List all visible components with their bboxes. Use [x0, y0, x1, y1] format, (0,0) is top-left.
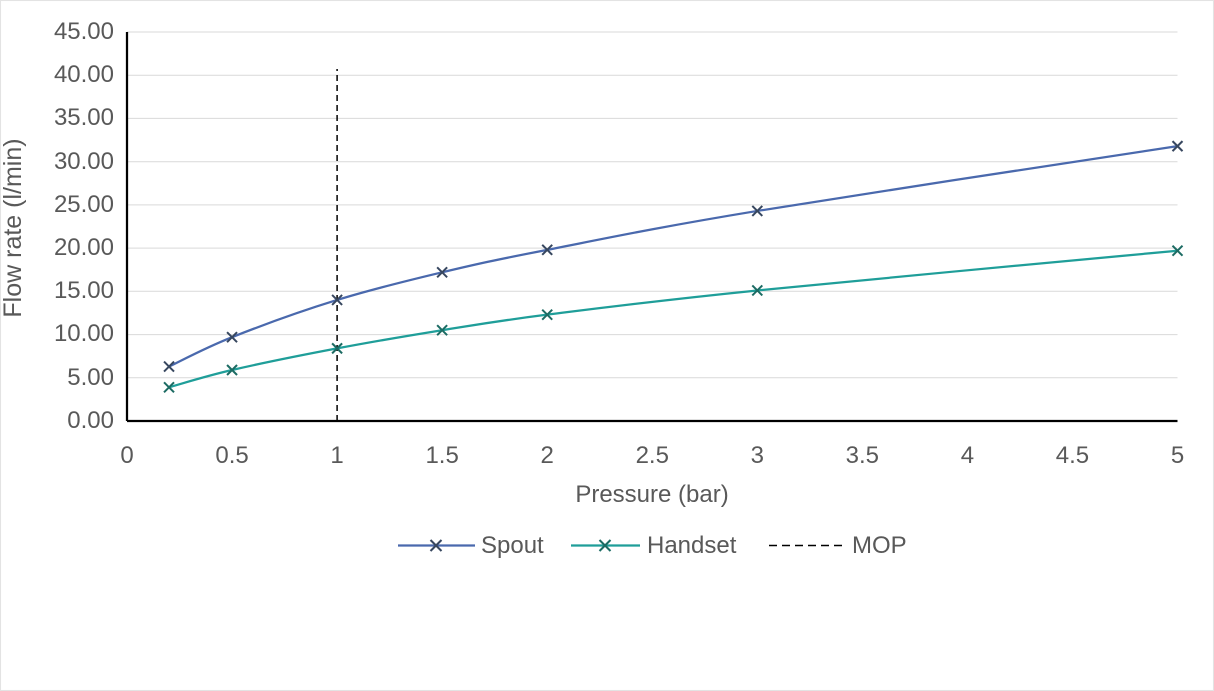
- svg-text:4: 4: [961, 442, 974, 469]
- svg-text:0: 0: [120, 442, 133, 469]
- svg-text:2.5: 2.5: [636, 442, 669, 469]
- svg-text:30.00: 30.00: [54, 148, 114, 175]
- svg-text:5: 5: [1171, 442, 1184, 469]
- svg-text:10.00: 10.00: [54, 320, 114, 347]
- svg-text:1: 1: [330, 442, 343, 469]
- svg-text:15.00: 15.00: [54, 277, 114, 304]
- svg-text:3.5: 3.5: [846, 442, 879, 469]
- svg-text:3: 3: [751, 442, 764, 469]
- svg-text:Handset: Handset: [647, 532, 737, 559]
- svg-text:1.5: 1.5: [425, 442, 458, 469]
- svg-text:Pressure (bar): Pressure (bar): [575, 481, 728, 508]
- svg-text:4.5: 4.5: [1056, 442, 1089, 469]
- svg-text:5.00: 5.00: [67, 364, 114, 391]
- svg-text:20.00: 20.00: [54, 234, 114, 261]
- svg-text:0.5: 0.5: [215, 442, 248, 469]
- svg-text:0.00: 0.00: [67, 407, 114, 434]
- svg-text:Spout: Spout: [481, 532, 544, 559]
- svg-text:45.00: 45.00: [54, 18, 114, 45]
- svg-text:2: 2: [541, 442, 554, 469]
- svg-text:Flow rate (l/min): Flow rate (l/min): [0, 138, 27, 317]
- svg-text:MOP: MOP: [852, 532, 907, 559]
- svg-text:25.00: 25.00: [54, 191, 114, 218]
- svg-text:35.00: 35.00: [54, 104, 114, 131]
- svg-text:40.00: 40.00: [54, 61, 114, 88]
